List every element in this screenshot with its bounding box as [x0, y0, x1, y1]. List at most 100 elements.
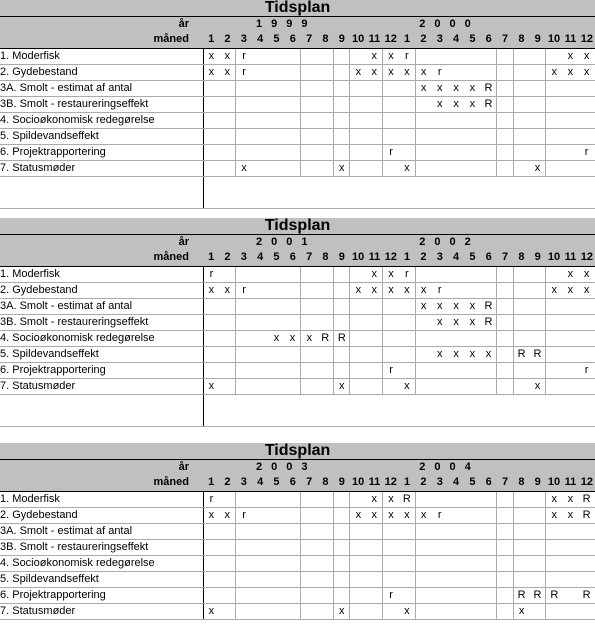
activity-label: 3B. Smolt - restaureringseffekt — [0, 539, 204, 556]
activity-mark — [300, 362, 318, 379]
activity-mark — [382, 523, 399, 540]
month-number: 3 — [235, 32, 252, 49]
activity-mark — [562, 160, 579, 177]
activity-mark — [251, 507, 269, 524]
activity-mark — [431, 128, 448, 145]
activity-mark: R — [545, 587, 563, 604]
activity-mark — [251, 112, 269, 129]
activity-mark: R — [398, 491, 416, 508]
month-number: 6 — [284, 475, 301, 492]
activity-mark — [415, 523, 432, 540]
activity-mark — [447, 587, 465, 604]
month-number: 4 — [447, 250, 465, 267]
activity-mark — [284, 160, 302, 177]
activity-mark — [300, 266, 318, 283]
schedule-table-1: Tidsplan år 1999 2000 måned 1 2 3 4 5 6 7 8 9 10 11 12 1 2… — [0, 0, 595, 209]
activity-label: 1. Moderfisk — [0, 266, 204, 283]
activity-mark — [447, 555, 465, 572]
activity-mark — [415, 266, 432, 283]
activity-mark — [415, 491, 432, 508]
activity-mark: x — [529, 160, 547, 177]
activity-mark — [366, 112, 384, 129]
activity-mark — [203, 112, 220, 129]
activity-mark — [317, 266, 335, 283]
activity-mark — [203, 346, 220, 363]
activity-mark: r — [382, 362, 399, 379]
activity-mark — [545, 346, 563, 363]
activity-mark — [545, 96, 563, 113]
activity-mark — [300, 603, 318, 620]
activity-mark: x — [431, 346, 448, 363]
activity-mark — [235, 80, 252, 97]
activity-mark — [219, 587, 237, 604]
activity-mark — [251, 378, 269, 395]
month-number: 7 — [496, 32, 514, 49]
activity-mark — [235, 128, 252, 145]
year-second: 2002 — [398, 234, 595, 250]
activity-mark: x — [529, 378, 547, 395]
activity-mark — [480, 571, 498, 588]
activity-mark — [496, 96, 514, 113]
month-number: 12 — [578, 475, 595, 492]
month-number: 10 — [349, 250, 367, 267]
activity-mark: x — [578, 48, 595, 65]
activity-label: 2. Gydebestand — [0, 507, 204, 524]
activity-mark — [480, 507, 498, 524]
activity-mark — [349, 80, 367, 97]
month-number: 5 — [268, 475, 285, 492]
activity-mark: r — [235, 48, 252, 65]
activity-mark: x — [464, 346, 481, 363]
activity-mark — [268, 314, 285, 331]
activity-mark: x — [578, 266, 595, 283]
activity-label: 3A. Smolt - estimat af antal — [0, 523, 204, 540]
activity-mark — [317, 144, 335, 161]
schedule-table-3: Tidsplan år 2003 2004 måned 1 2 3 4 5 6 7 8 9 10 11 12 1 2… — [0, 443, 595, 620]
month-label: måned — [0, 250, 203, 267]
activity-mark — [251, 266, 269, 283]
month-number: 12 — [382, 475, 399, 492]
activity-mark — [496, 144, 514, 161]
activity-mark — [284, 491, 302, 508]
year-first: 2001 — [203, 234, 399, 250]
activity-mark — [317, 128, 335, 145]
activity-mark — [545, 298, 563, 315]
activity-row: 3A. Smolt - estimat af antal x x x x R — [0, 298, 595, 315]
activity-mark — [284, 314, 302, 331]
activity-mark — [333, 587, 351, 604]
activity-mark — [251, 128, 269, 145]
activity-mark: r — [398, 48, 416, 65]
activity-mark — [219, 330, 237, 347]
activity-mark — [431, 160, 448, 177]
activity-mark — [398, 362, 416, 379]
activity-mark — [349, 378, 367, 395]
activity-mark — [464, 330, 481, 347]
activity-mark — [398, 112, 416, 129]
blank-cell — [203, 176, 595, 209]
activity-mark — [464, 128, 481, 145]
activity-mark: r — [382, 587, 399, 604]
activity-mark — [317, 80, 335, 97]
activity-mark — [349, 160, 367, 177]
month-number: 11 — [562, 250, 579, 267]
activity-row: 3B. Smolt - restaureringseffekt x x x R — [0, 314, 595, 331]
activity-mark: x — [382, 491, 399, 508]
activity-mark — [219, 80, 237, 97]
activity-mark — [398, 523, 416, 540]
month-number: 8 — [513, 250, 530, 267]
activity-mark — [545, 112, 563, 129]
activity-mark — [496, 523, 514, 540]
month-number: 7 — [496, 475, 514, 492]
activity-mark — [300, 491, 318, 508]
activity-mark — [317, 378, 335, 395]
month-number: 4 — [447, 32, 465, 49]
activity-mark — [203, 314, 220, 331]
activity-mark — [317, 48, 335, 65]
year-label: år — [0, 16, 203, 32]
activity-mark — [398, 128, 416, 145]
activity-mark — [545, 330, 563, 347]
activity-mark — [382, 96, 399, 113]
year-label: år — [0, 234, 203, 250]
activity-mark — [415, 160, 432, 177]
activity-mark — [268, 507, 285, 524]
activity-mark — [366, 96, 384, 113]
